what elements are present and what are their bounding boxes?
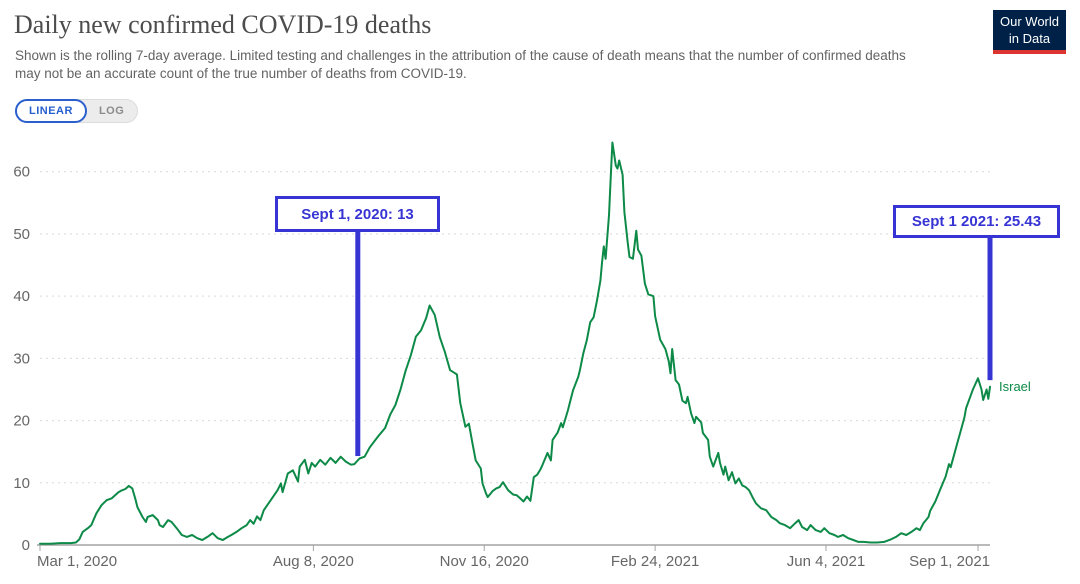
chart-line-israel [39, 141, 991, 545]
y-tick-label: 20 [13, 413, 30, 430]
owid-logo[interactable]: Our World in Data [993, 10, 1066, 55]
y-tick-label: 30 [13, 350, 30, 367]
annotation-box-sept-2021: Sept 1 2021: 25.43 [893, 205, 1060, 238]
y-tick-label: 50 [13, 226, 30, 243]
owid-logo-line1: Our World [1000, 14, 1059, 29]
x-tick-label: Jun 4, 2021 [787, 553, 865, 570]
x-tick-label: Feb 24, 2021 [611, 553, 699, 570]
owid-logo-line2: in Data [1008, 30, 1051, 46]
annotation-stem [987, 236, 993, 381]
scale-toggle: LINEAR LOG [15, 99, 139, 123]
y-tick-label: 10 [13, 475, 30, 492]
linear-button[interactable]: LINEAR [15, 99, 87, 123]
x-tick-label: Sep 1, 2021 [909, 553, 990, 570]
x-tick-label: Nov 16, 2020 [440, 553, 529, 570]
x-tick-label: Mar 1, 2020 [37, 553, 117, 570]
annotation-stem [355, 230, 361, 457]
y-tick-label: 60 [13, 164, 30, 181]
annotation-text: Sept 1 2021: 25.43 [911, 213, 1042, 230]
annotation-box-sept-2020: Sept 1, 2020: 13 [275, 196, 440, 232]
annotation-text: Sept 1, 2020: 13 [301, 205, 414, 223]
series-label: Israel [999, 379, 1031, 394]
log-button[interactable]: LOG [86, 100, 137, 122]
x-tick-label: Aug 8, 2020 [273, 553, 354, 570]
y-tick-label: 40 [13, 288, 30, 305]
y-tick-label: 0 [22, 537, 30, 554]
page-title: Daily new confirmed COVID-19 deaths [14, 10, 432, 39]
chart-subtitle: Shown is the rolling 7-day average. Limi… [15, 48, 906, 82]
